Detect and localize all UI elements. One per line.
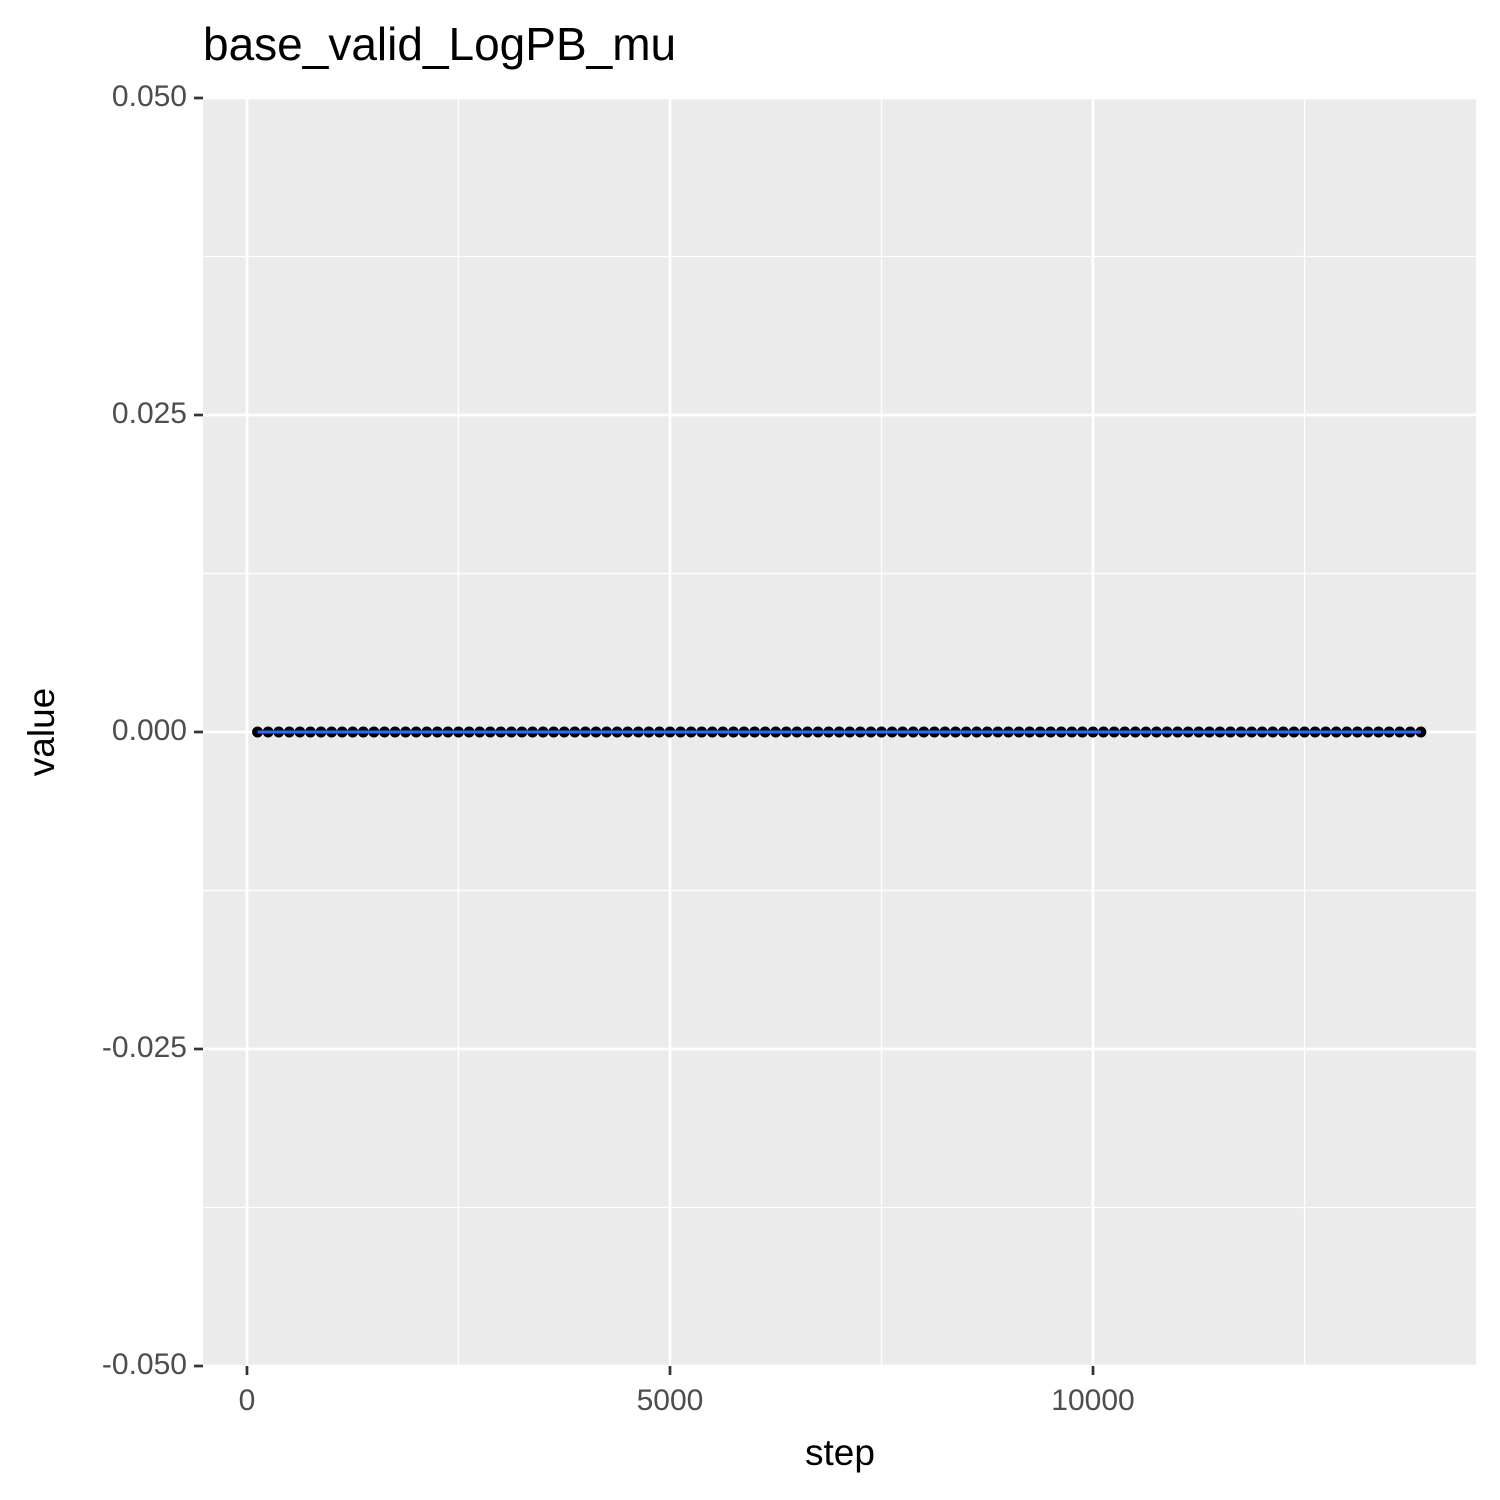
y-tick-label: -0.050 [102, 1348, 187, 1381]
x-tick-label: 0 [239, 1384, 256, 1417]
y-tick-label: 0.000 [112, 714, 187, 747]
y-tick-label: -0.025 [102, 1031, 187, 1064]
chart-title: base_valid_LogPB_mu [203, 18, 676, 70]
x-tick-label: 5000 [637, 1384, 704, 1417]
y-axis-label: value [21, 688, 62, 776]
x-tick-label: 10000 [1051, 1384, 1134, 1417]
x-axis-label: step [805, 1432, 875, 1473]
y-tick-label: 0.025 [112, 397, 187, 430]
y-tick-label: 0.050 [112, 80, 187, 113]
